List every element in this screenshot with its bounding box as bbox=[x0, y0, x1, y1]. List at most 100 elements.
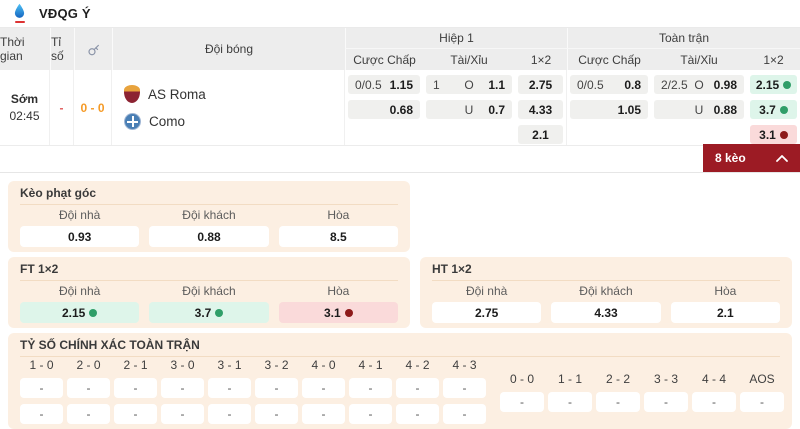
corner-away-odds[interactable]: 0.88 bbox=[149, 226, 269, 247]
correct-score-odds[interactable]: - bbox=[692, 392, 736, 412]
correct-score-odds[interactable]: - bbox=[740, 392, 784, 412]
odds-value: 3.1 bbox=[759, 127, 776, 142]
correct-score-odds[interactable]: - bbox=[500, 392, 544, 412]
correct-score-odds[interactable]: - bbox=[396, 378, 439, 398]
match-time: 02:45 bbox=[9, 109, 40, 123]
score-label: 2 - 2 bbox=[605, 372, 630, 386]
score-label: 4 - 2 bbox=[405, 358, 430, 372]
trend-down-dot-icon bbox=[344, 308, 353, 317]
chevron-up-icon bbox=[776, 154, 788, 162]
correct-score-odds[interactable]: - bbox=[20, 404, 63, 424]
ht-panel-title: HT 1×2 bbox=[432, 263, 780, 281]
away-team-row[interactable]: Como bbox=[124, 113, 185, 130]
ht-header-draw: Hòa bbox=[714, 284, 737, 298]
ft-draw-odds[interactable]: 3.1 bbox=[278, 302, 398, 323]
column-header-ft-handicap: Cược Chấp bbox=[567, 49, 651, 70]
correct-score-odds[interactable]: - bbox=[208, 404, 251, 424]
corner-header-draw: Hòa bbox=[327, 208, 350, 222]
ht-header-home: Đội nhà bbox=[465, 284, 508, 298]
correct-score-odds[interactable]: - bbox=[161, 378, 204, 398]
home-team-row[interactable]: AS Roma bbox=[124, 85, 206, 103]
ft-handicap-column: 0/0.5 0.8 1.05 bbox=[567, 70, 651, 145]
correct-score-odds[interactable]: - bbox=[114, 404, 157, 424]
correct-score-odds[interactable]: - bbox=[208, 378, 251, 398]
correct-score-odds[interactable]: - bbox=[596, 392, 640, 412]
h1-handicap-home-odds[interactable]: 0/0.5 1.15 bbox=[348, 75, 420, 94]
h1-1x2-home-odds[interactable]: 2.75 bbox=[518, 75, 563, 94]
match-time-cell: Sớm 02:45 bbox=[0, 70, 50, 145]
live-score-cell: 0 - 0 bbox=[74, 70, 112, 145]
ft-1x2-home-odds[interactable]: 2.15 bbox=[750, 75, 797, 94]
ou-line: 2/2.5 bbox=[661, 77, 688, 92]
corner-header-home: Đội nhà bbox=[58, 208, 101, 222]
correct-score-odds[interactable]: - bbox=[349, 404, 392, 424]
column-header-h1-handicap: Cược Chấp bbox=[345, 49, 423, 70]
h1-over-odds[interactable]: 1 O 1.1 bbox=[426, 75, 512, 94]
odds-value: 2.75 bbox=[528, 77, 553, 92]
trend-up-dot-icon bbox=[783, 80, 792, 89]
h1-under-odds[interactable]: U 0.7 bbox=[426, 100, 512, 119]
away-team-name[interactable]: Como bbox=[149, 114, 186, 129]
ft-panel-title: FT 1×2 bbox=[20, 263, 398, 281]
correct-score-odds[interactable]: - bbox=[644, 392, 688, 412]
ft-over-under-column: 2/2.5 O 0.98 U 0.88 bbox=[651, 70, 747, 145]
live-score: 0 - 0 bbox=[80, 100, 105, 115]
correct-score-odds[interactable]: - bbox=[396, 404, 439, 424]
handicap-line: 0/0.5 bbox=[577, 77, 604, 92]
more-bets-button[interactable]: 8 kèo bbox=[703, 144, 800, 172]
ft-over-odds[interactable]: 2/2.5 O 0.98 bbox=[654, 75, 744, 94]
ht-draw-odds[interactable]: 2.1 bbox=[670, 302, 780, 323]
more-bets-strip: 8 kèo bbox=[0, 144, 800, 173]
correct-score-odds[interactable]: - bbox=[114, 378, 157, 398]
teams-cell[interactable]: AS Roma Como bbox=[112, 70, 345, 145]
h1-1x2-away-odds[interactable]: 4.33 bbox=[518, 100, 563, 119]
h1-handicap-away-odds[interactable]: 0.68 bbox=[348, 100, 420, 119]
correct-score-odds[interactable]: - bbox=[255, 404, 298, 424]
correct-score-odds[interactable]: - bbox=[255, 378, 298, 398]
correct-score-panel: TỶ SỐ CHÍNH XÁC TOÀN TRẬN 1 - 0 2 - 0 2 … bbox=[8, 333, 792, 429]
correct-score-title: TỶ SỐ CHÍNH XÁC TOÀN TRẬN bbox=[20, 339, 780, 357]
correct-score-left-grid: 1 - 0 2 - 0 2 - 1 3 - 0 3 - 1 3 - 2 4 - … bbox=[20, 359, 486, 424]
score-label: 4 - 1 bbox=[358, 358, 383, 372]
trend-down-dot-icon bbox=[779, 130, 788, 139]
column-group-full-time: Toàn trận bbox=[567, 28, 800, 49]
corner-home-odds[interactable]: 0.93 bbox=[20, 226, 140, 247]
column-header-ft-1x2: 1×2 bbox=[763, 52, 784, 67]
ou-side: O bbox=[464, 77, 474, 92]
ou-side: O bbox=[694, 77, 704, 92]
correct-score-odds[interactable]: - bbox=[443, 378, 486, 398]
score-label: 1 - 1 bbox=[557, 372, 582, 386]
correct-score-odds[interactable]: - bbox=[302, 378, 345, 398]
ou-line: 1 bbox=[433, 77, 440, 92]
score-label: 1 - 0 bbox=[29, 358, 54, 372]
score-label: 2 - 1 bbox=[123, 358, 148, 372]
ft-handicap-away-odds[interactable]: 1.05 bbox=[570, 100, 648, 119]
score-label: 4 - 4 bbox=[701, 372, 726, 386]
correct-score-odds[interactable]: - bbox=[161, 404, 204, 424]
ht-away-odds[interactable]: 4.33 bbox=[551, 302, 661, 323]
odds-table-header: Thời gian Tỉ số Đội bóng Hiệp 1 Toàn trậ… bbox=[0, 28, 800, 70]
score-label: 4 - 3 bbox=[452, 358, 477, 372]
score-label: 3 - 2 bbox=[264, 358, 289, 372]
ou-side: U bbox=[464, 102, 474, 117]
odds-value: 3.7 bbox=[759, 102, 776, 117]
ft-1x2-draw-odds[interactable]: 3.1 bbox=[750, 125, 797, 144]
h1-1x2-draw-odds[interactable]: 2.1 bbox=[518, 125, 563, 144]
ft-away-odds[interactable]: 3.7 bbox=[149, 302, 269, 323]
ht-home-odds[interactable]: 2.75 bbox=[432, 302, 542, 323]
ft-1x2-away-odds[interactable]: 3.7 bbox=[750, 100, 797, 119]
correct-score-odds[interactable]: - bbox=[548, 392, 592, 412]
correct-score-odds[interactable]: - bbox=[443, 404, 486, 424]
home-team-name[interactable]: AS Roma bbox=[148, 86, 206, 102]
corner-draw-odds[interactable]: 8.5 bbox=[278, 226, 398, 247]
ht-header-away: Đội khách bbox=[579, 284, 633, 298]
ft-under-odds[interactable]: U 0.88 bbox=[654, 100, 744, 119]
correct-score-odds[interactable]: - bbox=[67, 378, 110, 398]
ft-handicap-home-odds[interactable]: 0/0.5 0.8 bbox=[570, 75, 648, 94]
correct-score-odds[interactable]: - bbox=[349, 378, 392, 398]
correct-score-odds[interactable]: - bbox=[67, 404, 110, 424]
correct-score-odds[interactable]: - bbox=[302, 404, 345, 424]
correct-score-odds[interactable]: - bbox=[20, 378, 63, 398]
ft-home-odds[interactable]: 2.15 bbox=[20, 302, 140, 323]
corner-odds-panel: Kèo phạt góc Đội nhà Đội khách Hòa 0.93 … bbox=[8, 181, 410, 252]
